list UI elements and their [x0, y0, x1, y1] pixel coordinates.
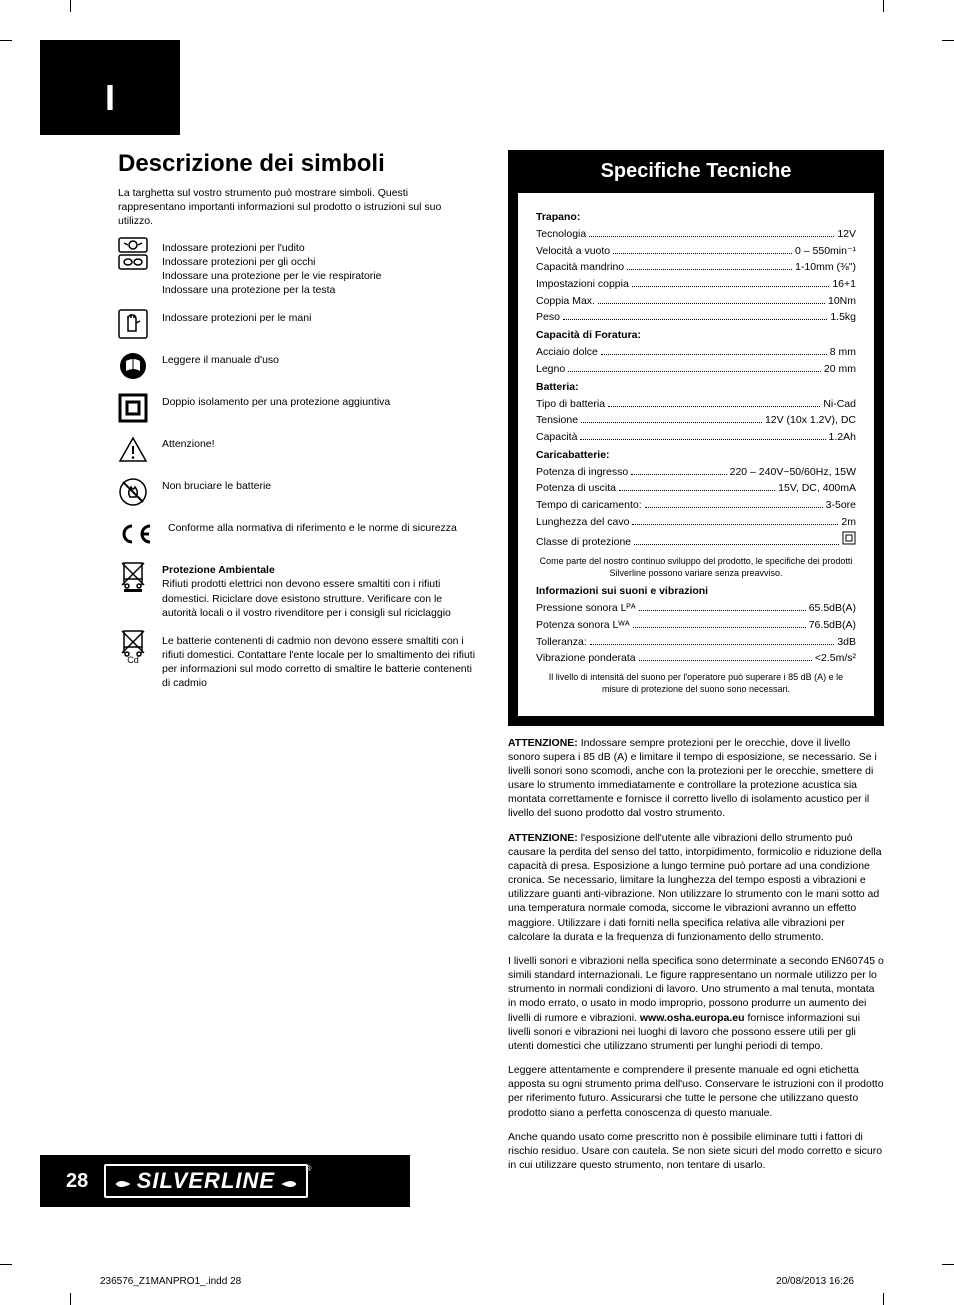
spec-group-title: Batteria: — [536, 381, 856, 393]
symbol-row: Cd Le batterie contenenti di cadmio non d… — [118, 632, 478, 691]
ce-icon — [118, 519, 154, 549]
spec-row: Potenza di uscita15V, DC, 400mA — [536, 481, 856, 496]
spec-row: Pressione sonora Lᴾᴬ65.5dB(A) — [536, 601, 856, 616]
manual-icon — [118, 351, 148, 381]
symbol-text: Le batterie contenenti di cadmio non dev… — [162, 632, 478, 691]
symbol-text: Conforme alla normativa di riferimento e… — [168, 519, 457, 535]
spec-box: Specifiche Tecniche Trapano: Tecnologia12… — [508, 150, 884, 726]
symbol-text: Non bruciare le batterie — [162, 477, 271, 493]
svg-text:Cd: Cd — [127, 655, 139, 665]
warning-paragraph: ATTENZIONE: Indossare sempre protezioni … — [508, 736, 884, 821]
symbol-row: Doppio isolamento per una protezione agg… — [118, 393, 478, 423]
spec-row: Potenza sonora Lᵂᴬ76.5dB(A) — [536, 618, 856, 633]
double-insulation-icon — [118, 393, 148, 423]
spec-row: Velocità a vuoto0 – 550min⁻¹ — [536, 244, 856, 259]
symbol-row: Conforme alla normativa di riferimento e… — [118, 519, 478, 549]
spec-row: Legno20 mm — [536, 362, 856, 377]
symbols-intro: La targhetta sul vostro strumento può mo… — [118, 186, 478, 229]
gloves-icon — [118, 309, 148, 339]
spec-row: Coppia Max.10Nm — [536, 294, 856, 309]
symbol-text: Indossare protezioni per le mani — [162, 309, 311, 325]
symbol-row: Non bruciare le batterie — [118, 477, 478, 507]
warning-paragraph: Leggere attentamente e comprendere il pr… — [508, 1063, 884, 1120]
spec-group-title: Caricabatterie: — [536, 449, 856, 461]
print-date: 20/08/2013 16:26 — [776, 1276, 854, 1287]
symbol-row: Leggere il manuale d'uso — [118, 351, 478, 381]
spec-row: Peso1.5kg — [536, 310, 856, 325]
ppe-head-icon — [118, 239, 148, 269]
page-number: 28 — [66, 1170, 88, 1193]
spec-row: Capacità1.2Ah — [536, 430, 856, 445]
no-burn-icon — [118, 477, 148, 507]
warning-paragraph: ATTENZIONE: l'esposizione dell'utente al… — [508, 831, 884, 944]
spec-note: Il livello di intensità del suono per l'… — [536, 672, 856, 695]
symbol-text: Protezione AmbientaleRifiuti prodotti el… — [162, 561, 478, 620]
symbol-text: Indossare protezioni per l'uditoIndossar… — [162, 239, 381, 298]
spec-row: Tensione12V (10x 1.2V), DC — [536, 413, 856, 428]
symbol-row: Protezione AmbientaleRifiuti prodotti el… — [118, 561, 478, 620]
print-file: 236576_Z1MANPRO1_.indd 28 — [100, 1276, 241, 1287]
symbol-text: Doppio isolamento per una protezione agg… — [162, 393, 390, 409]
spec-row: Tipo di batteriaNi-Cad — [536, 397, 856, 412]
print-info: 236576_Z1MANPRO1_.indd 28 20/08/2013 16:… — [100, 1276, 854, 1287]
language-letter: I — [105, 77, 115, 119]
symbol-row: Indossare protezioni per le mani — [118, 309, 478, 339]
spec-row: Lunghezza del cavo2m — [536, 515, 856, 530]
spec-row: Tolleranza:3dB — [536, 635, 856, 650]
footer-bar: 28 SILVERLINE ® — [40, 1155, 410, 1207]
symbol-row: Indossare protezioni per l'uditoIndossar… — [118, 239, 478, 298]
cd-batt-icon: Cd — [118, 632, 148, 662]
spec-row: Classe di protezione — [536, 531, 856, 550]
spec-group-title: Capacità di Foratura: — [536, 329, 856, 341]
symbol-row: Attenzione! — [118, 435, 478, 465]
spec-row: Vibrazione ponderata<2.5m/s² — [536, 651, 856, 666]
spec-row: Acciaio dolce8 mm — [536, 345, 856, 360]
spec-row: Tecnologia12V — [536, 227, 856, 242]
symbols-heading: Descrizione dei simboli — [118, 150, 478, 178]
left-column: Descrizione dei simboli La targhetta sul… — [118, 150, 478, 1145]
weee-icon — [118, 561, 148, 591]
spec-row: Impostazioni coppia16+1 — [536, 277, 856, 292]
spec-row: Capacità mandrino1-10mm (⅜") — [536, 260, 856, 275]
spec-heading: Specifiche Tecniche — [518, 160, 874, 183]
warning-icon — [118, 435, 148, 465]
warning-paragraph: I livelli sonori e vibrazioni nella spec… — [508, 954, 884, 1053]
symbol-text: Attenzione! — [162, 435, 215, 451]
spec-note: Come parte del nostro continuo sviluppo … — [536, 556, 856, 579]
right-column: Specifiche Tecniche Trapano: Tecnologia12… — [508, 150, 884, 1145]
symbol-text: Leggere il manuale d'uso — [162, 351, 279, 367]
sound-title: Informazioni sui suoni e vibrazioni — [536, 585, 856, 597]
spec-row: Tempo di caricamento:3-5ore — [536, 498, 856, 513]
spec-row: Potenza di ingresso220 – 240V~50/60Hz, 1… — [536, 465, 856, 480]
brand-logo: SILVERLINE ® — [104, 1164, 307, 1198]
warning-paragraph: Anche quando usato come prescritto non è… — [508, 1130, 884, 1173]
spec-group-title: Trapano: — [536, 211, 856, 223]
language-marker: I — [40, 40, 180, 135]
